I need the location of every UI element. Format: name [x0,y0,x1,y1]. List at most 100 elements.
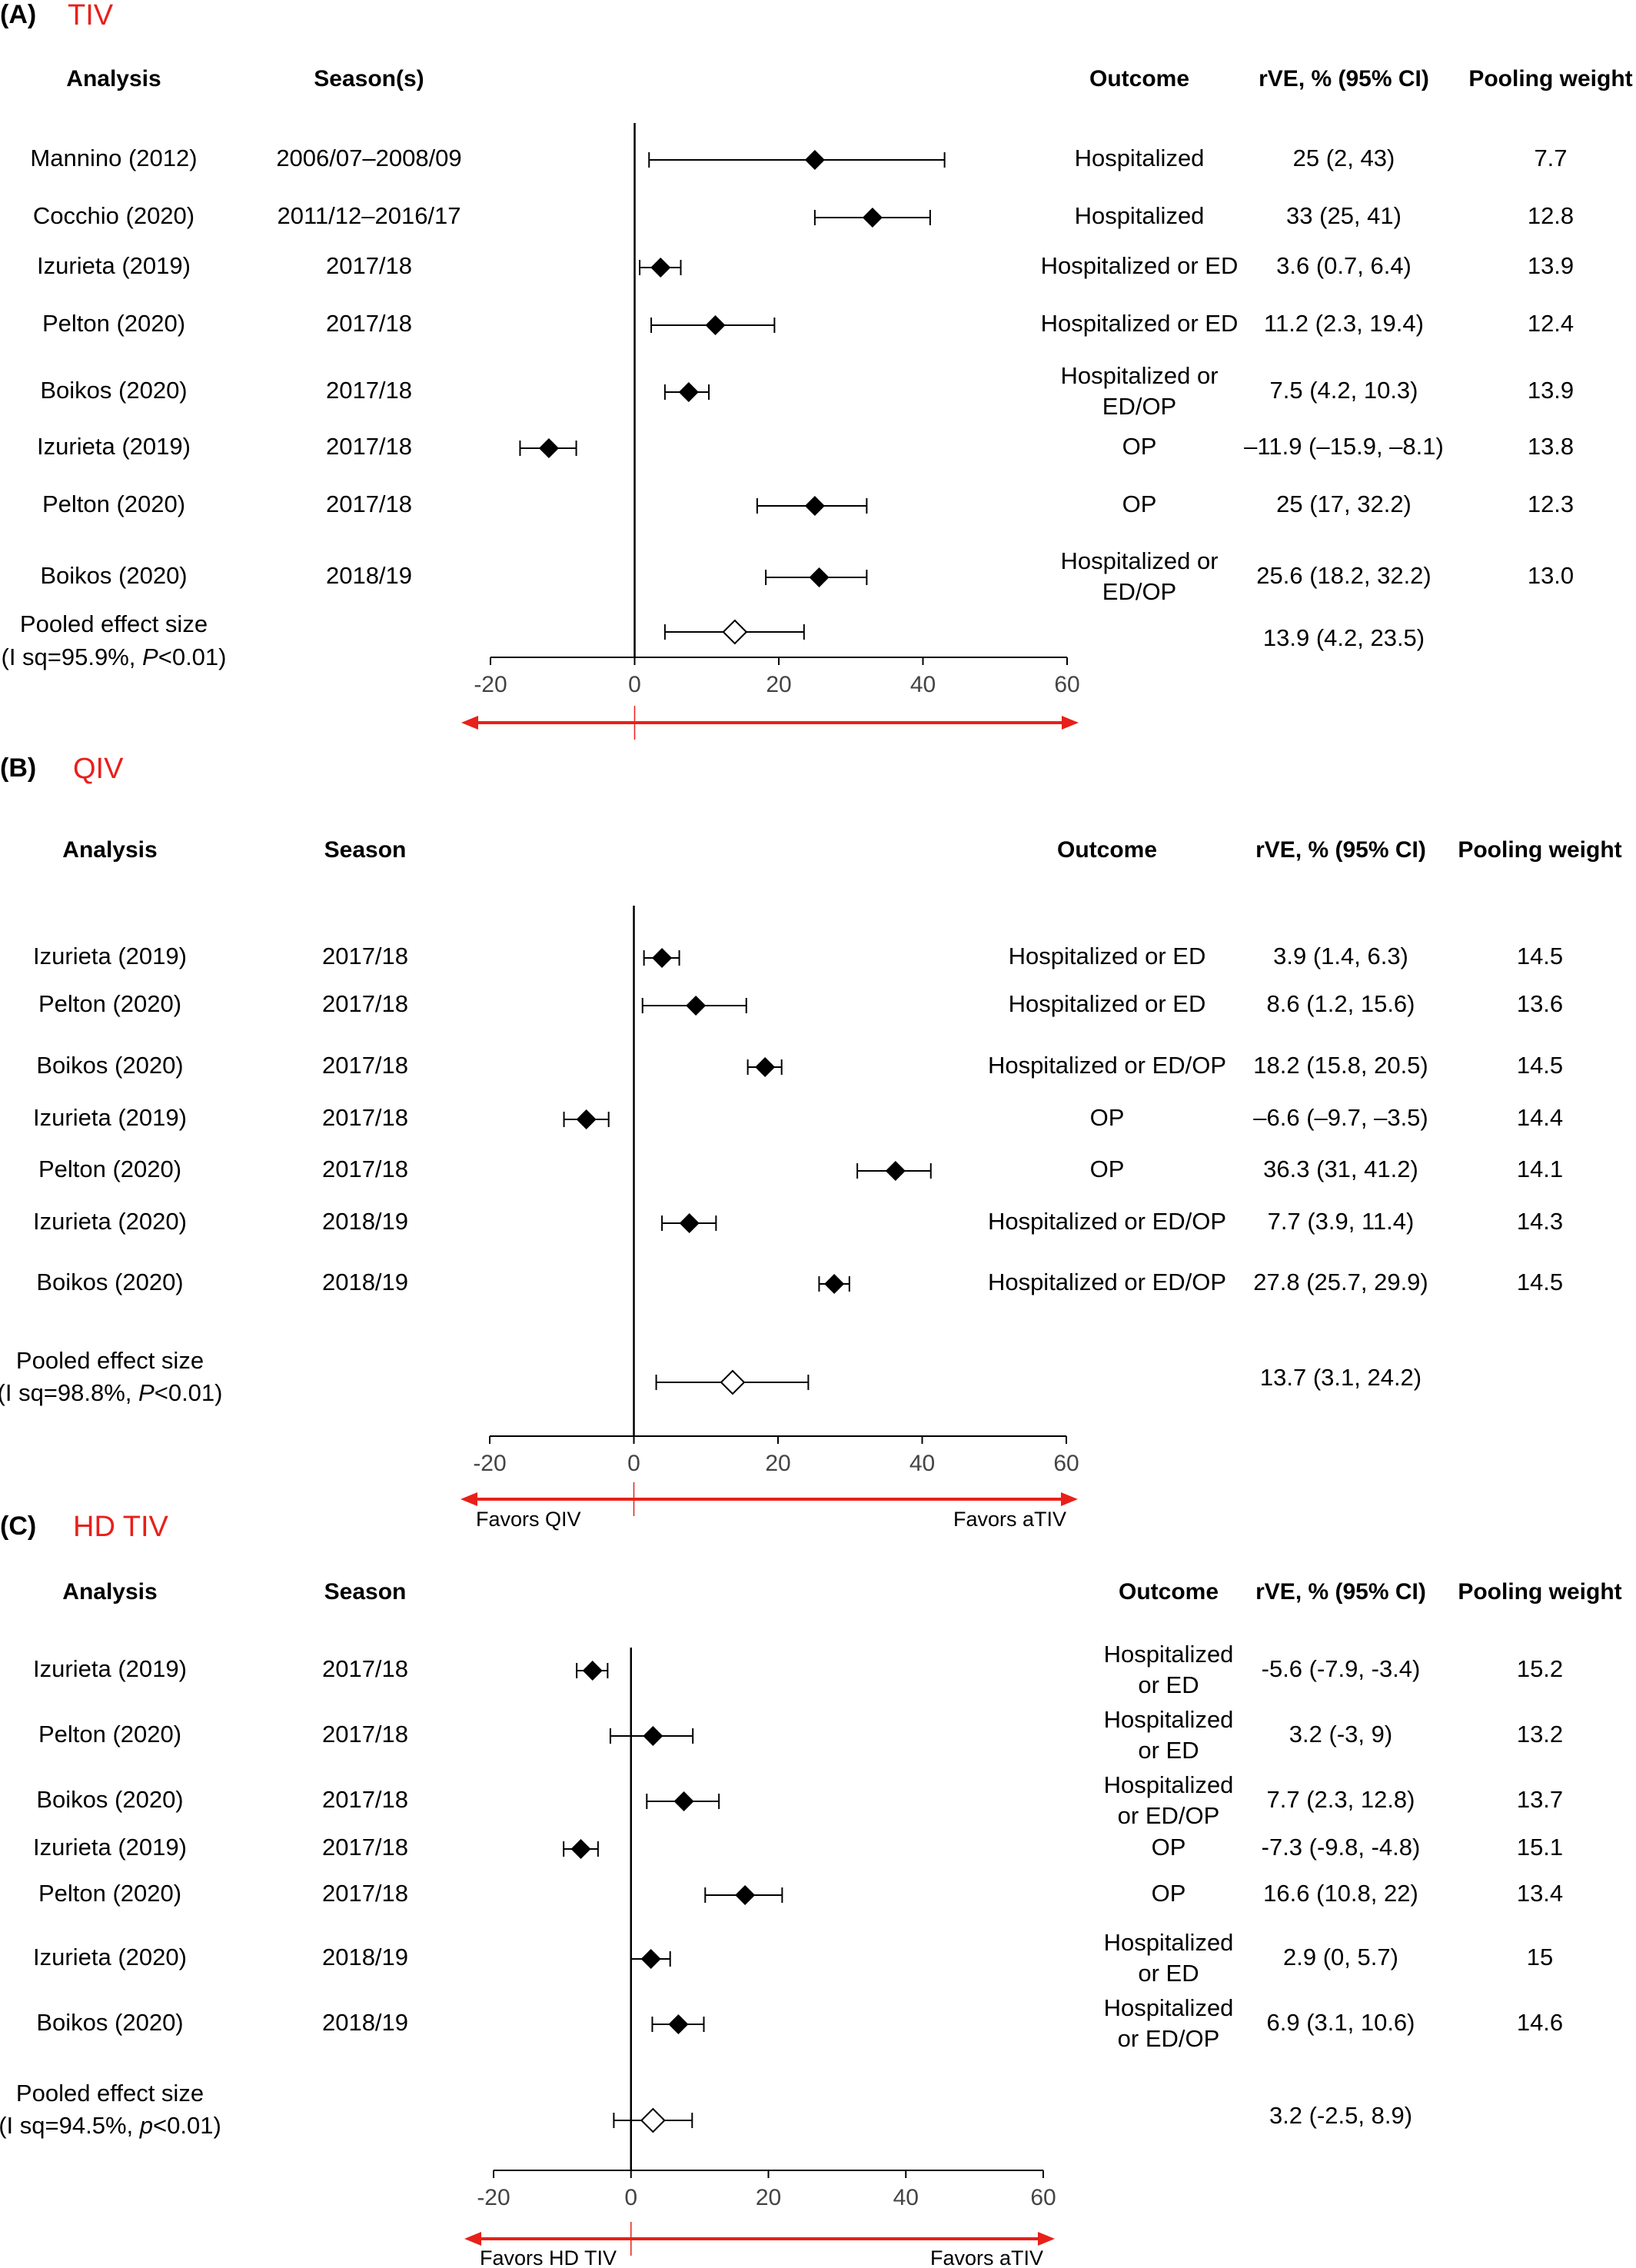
study-rve: 27.8 (25.7, 29.9) [1253,1269,1428,1295]
study-analysis: Mannino (2012) [30,145,197,171]
pooled-rve: 13.7 (3.1, 24.2) [1260,1364,1422,1391]
study-rve: 25 (2, 43) [1293,145,1395,171]
study-analysis: Izurieta (2019) [37,252,191,279]
pooled-heterogeneity-post: <0.01) [158,643,227,670]
study-weight: 12.4 [1528,310,1574,337]
pooled-heterogeneity: (I sq=94.5%, p<0.01) [0,2112,221,2139]
point-estimate-diamond [650,258,671,278]
study-season: 2017/18 [322,1655,408,1682]
study-row: Pelton (2020) 2017/18 Hospitalized or ED 3.2… [38,1706,1563,1764]
study-analysis: Izurieta (2019) [33,1104,187,1131]
pooled-label: Pooled effect size [20,610,208,637]
study-weight: 13.9 [1528,377,1574,404]
study-season: 2017/18 [326,310,412,337]
study-row: Boikos (2020) 2018/19 Hospitalized or ED/O… [36,1269,1563,1295]
point-estimate-diamond [673,1791,694,1811]
study-outcome-line2: or ED [1138,1960,1199,1987]
study-row: Izurieta (2019) 2017/18 OP –6.6 (–9.7, –3.5… [33,1104,1563,1131]
pooled-label: Pooled effect size [16,1347,204,1374]
study-row: Boikos (2020) 2017/18 Hospitalized or ED/OP… [40,362,1574,420]
study-rve: 2.9 (0, 5.7) [1283,1944,1398,1970]
study-weight: 14.4 [1517,1104,1563,1131]
header-season: Season [324,837,407,863]
pooled-row: Pooled effect size (I sq=95.9%, P<0.01) 13… [2,610,1425,670]
study-row: Pelton (2020) 2017/18 OP 16.6 (10.8, 22) 13.… [38,1880,1563,1907]
favors-arrow-right-head [1061,1492,1078,1506]
study-weight: 13.6 [1517,990,1563,1017]
study-analysis: Izurieta (2020) [33,1208,187,1235]
point-estimate-diamond [804,150,825,170]
header-weight: Pooling weight [1458,837,1621,863]
study-outcome-line1: Hospitalized [1104,1641,1234,1668]
study-rve: 16.6 (10.8, 22) [1263,1880,1418,1907]
study-row: Pelton (2020) 2017/18 Hospitalized or ED 11… [42,310,1574,337]
header-weight: Pooling weight [1458,1579,1621,1605]
header-rve: rVE, % (95% CI) [1259,66,1429,91]
study-analysis: Izurieta (2019) [37,433,191,460]
pooled-row: Pooled effect size (I sq=98.8%, P<0.01) 13… [0,1347,1422,1406]
pooled-heterogeneity: (I sq=98.8%, P<0.01) [0,1379,222,1406]
study-outcome: Hospitalized or ED [1041,310,1239,337]
study-outcome: OP [1090,1156,1125,1182]
study-row: Izurieta (2019) 2017/18 Hospitalized or ED… [37,252,1574,279]
study-row: Boikos (2020) 2017/18 Hospitalized or ED/OP… [36,1771,1563,1829]
header-rve: rVE, % (95% CI) [1255,837,1426,863]
x-tick-label: 40 [910,672,936,697]
study-outcome: Hospitalized or ED/OP [988,1269,1226,1295]
point-estimate-diamond [809,567,830,587]
x-tick-label: 40 [909,1451,935,1476]
header-rve: rVE, % (95% CI) [1255,1579,1426,1605]
study-season: 2017/18 [322,1880,408,1907]
study-season: 2018/19 [326,562,412,589]
panel-title: HD TIV [73,1511,169,1543]
study-analysis: Pelton (2020) [38,990,181,1017]
panel-title: QIV [73,753,124,785]
panel-label: (A) [0,0,36,29]
study-weight: 15 [1527,1944,1553,1970]
study-weight: 12.3 [1528,491,1574,517]
x-tick-label: 0 [624,2185,637,2210]
study-weight: 13.0 [1528,562,1574,589]
study-outcome-line2: ED/OP [1102,578,1176,605]
study-weight: 13.9 [1528,252,1574,279]
study-season: 2017/18 [322,1721,408,1748]
header-season: Season(s) [314,66,424,91]
study-outcome: Hospitalized or ED [1009,990,1206,1017]
study-season: 2017/18 [326,433,412,460]
study-analysis: Boikos (2020) [40,377,187,404]
study-rve: 36.3 (31, 41.2) [1263,1156,1418,1182]
study-analysis: Izurieta (2020) [33,1944,187,1970]
x-tick-label: 60 [1053,1451,1079,1476]
study-rve: 3.2 (-3, 9) [1289,1721,1392,1748]
study-row: Boikos (2020) 2018/19 Hospitalized or ED/OP… [40,547,1574,605]
study-season: 2006/07–2008/09 [276,145,461,171]
header-outcome: Outcome [1119,1579,1219,1605]
favors-arrow-right-head [1062,716,1079,730]
pooled-heterogeneity-pre: (I sq=98.8%, [0,1379,138,1406]
header-analysis: Analysis [62,837,157,863]
favors-arrow-left-head [461,716,478,730]
panel-label: (B) [0,753,36,783]
header-outcome: Outcome [1057,837,1157,863]
study-analysis: Boikos (2020) [36,2009,183,2036]
favors-arrow-left-head [461,1492,477,1506]
study-weight: 13.7 [1517,1786,1563,1813]
study-weight: 13.2 [1517,1721,1563,1748]
pooled-heterogeneity-pre: (I sq=95.9%, [2,643,143,670]
study-outcome: OP [1122,433,1157,460]
study-row: Izurieta (2019) 2017/18 Hospitalized or ED -… [33,1641,1563,1698]
favors-right-label: Favors aTIV [930,2246,1043,2268]
study-outcome-line1: Hospitalized [1104,1706,1234,1733]
x-tick-label: -20 [473,1451,506,1476]
study-outcome-line2: or ED [1138,1671,1199,1698]
study-outcome: OP [1122,491,1157,517]
header-analysis: Analysis [66,66,161,91]
point-estimate-diamond [705,315,726,335]
study-row: Boikos (2020) 2018/19 Hospitalized or ED/OP… [36,1994,1563,2052]
study-row: Izurieta (2020) 2018/19 Hospitalized or ED 2… [33,1929,1553,1987]
pooled-rve: 3.2 (-2.5, 8.9) [1269,2102,1412,2129]
panel-label: (C) [0,1511,36,1541]
study-season: 2017/18 [322,1834,408,1861]
study-season: 2017/18 [322,1786,408,1813]
